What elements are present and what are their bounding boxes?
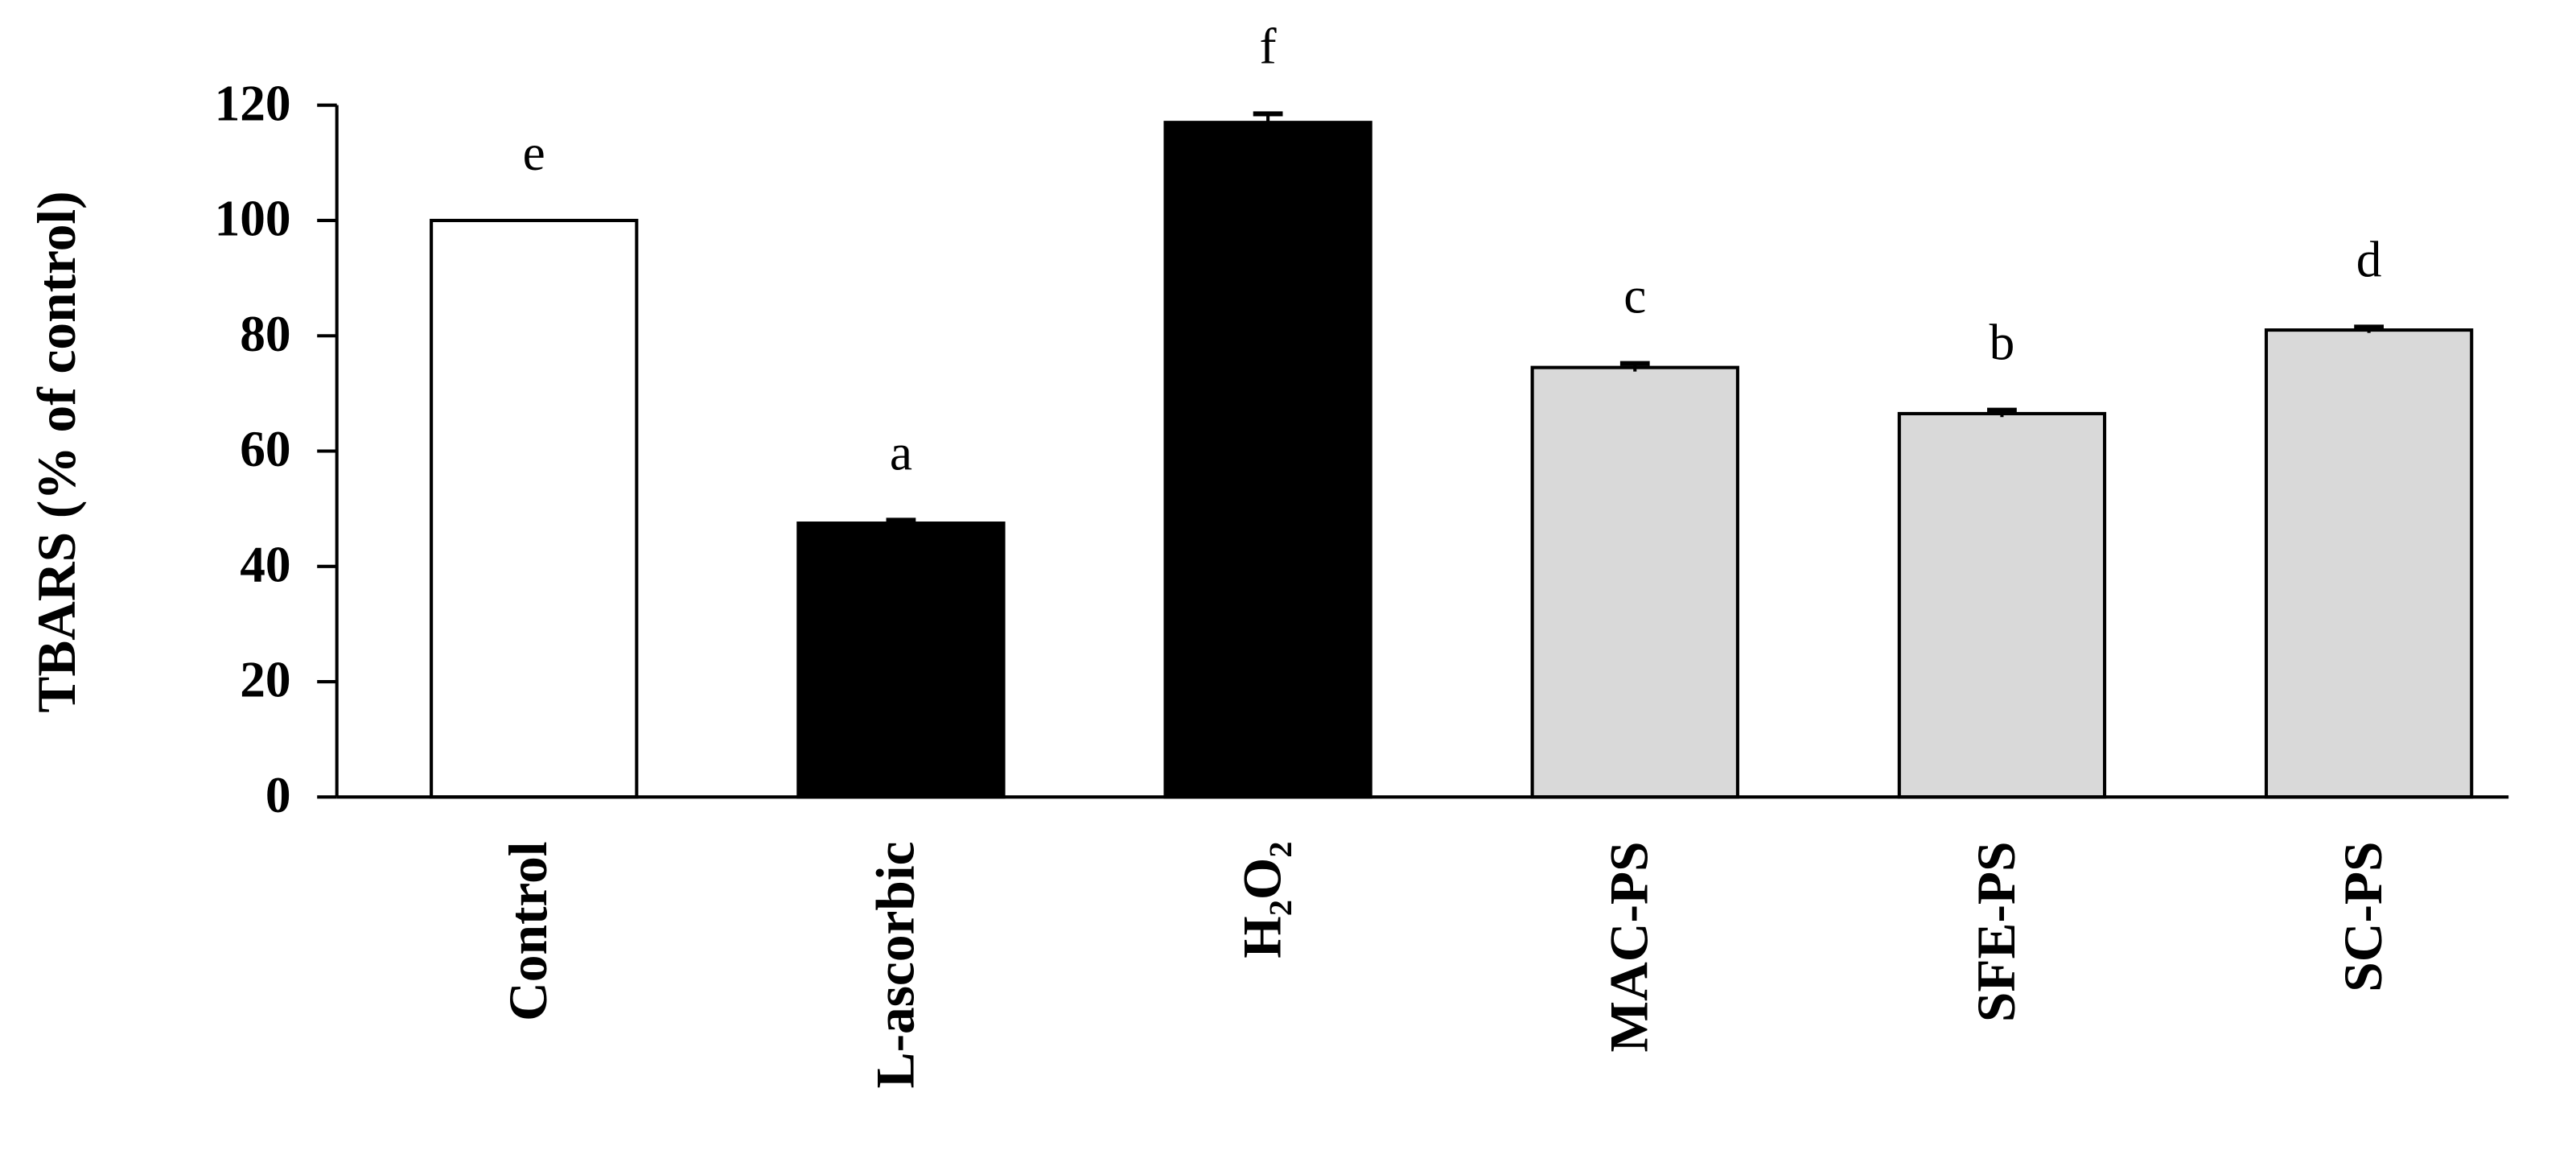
y-tick-label: 80 [240,306,290,362]
bar [1897,411,2107,799]
y-tick-label: 40 [240,536,290,592]
y-tick-label: 20 [240,652,290,708]
significance-label: a [890,424,912,480]
significance-label: d [2356,231,2382,287]
significance-label: b [1990,315,2015,371]
y-axis-title: TBARS (% of control) [27,191,87,712]
bar [1530,365,1739,799]
y-tick-label: 60 [240,421,290,477]
bar [1163,121,1372,799]
y-tick-label: 100 [215,191,291,247]
significance-label: f [1260,18,1278,74]
y-tick-label: 120 [215,75,291,131]
y-tick-label: 0 [265,767,291,823]
bar [430,218,639,799]
x-tick-label: SFE-PS [1966,841,2027,1022]
bar [2264,328,2474,799]
x-tick-label: SC-PS [2333,841,2393,992]
bar [796,522,1006,799]
significance-label: e [523,125,545,181]
significance-label: c [1623,268,1646,324]
x-tick-label: Control [498,841,558,1020]
x-tick-label: MAC-PS [1599,841,1660,1052]
x-tick-label: L-ascorbic [865,841,925,1088]
x-tick-label: H₂O₂ [1232,841,1293,958]
